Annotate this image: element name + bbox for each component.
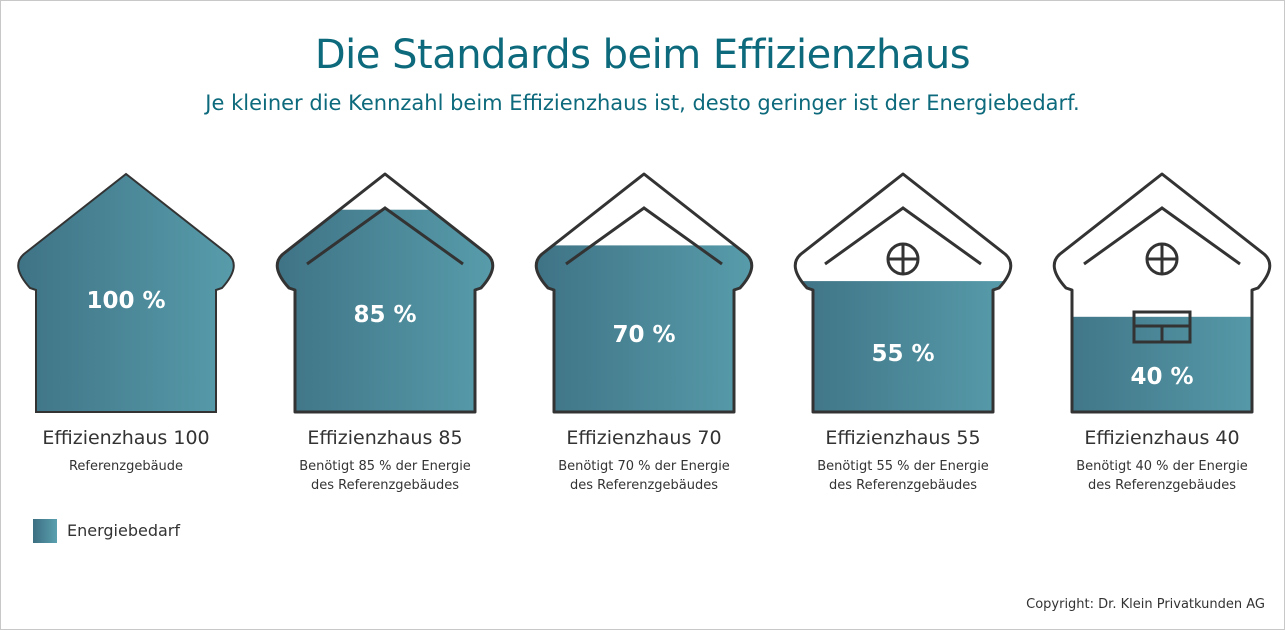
house-desc-55: Benötigt 55 % der Energie des Referenzge… [788, 457, 1018, 495]
value-label-70: 70 % [612, 322, 675, 348]
house-outline-85 [275, 172, 495, 414]
house-40: 40 % [1052, 172, 1272, 414]
house-desc-55-line2: des Referenzgebäudes [828, 478, 978, 493]
house-title-100: Effizienzhaus 100 [42, 427, 210, 449]
chart-title: Die Standards beim Effizienzhaus [314, 32, 971, 78]
house-title-40: Effizienzhaus 40 [1084, 427, 1240, 449]
copyright-note: Copyright: Dr. Klein Privatkunden AG [1026, 597, 1265, 612]
house-55: 55 % [793, 172, 1013, 414]
house-outline-100 [17, 172, 235, 413]
inner-roof-line-85 [306, 206, 464, 266]
house-desc-40-line1: Benötigt 40 % der Energie [1076, 459, 1248, 474]
value-label-85: 85 % [353, 302, 416, 328]
house-desc-40-line2: des Referenzgebäudes [1087, 478, 1237, 493]
house-desc-85-line2: des Referenzgebäudes [310, 478, 460, 493]
house-100: 100 % [17, 172, 235, 413]
house-desc-70-line1: Benötigt 70 % der Energie [558, 459, 730, 474]
inner-roof-line-40 [1083, 206, 1241, 266]
chart-subtitle: Je kleiner die Kennzahl beim Effizienzha… [205, 91, 1080, 115]
inner-roof-line-55 [824, 206, 982, 266]
house-outline-70 [534, 172, 754, 414]
legend-label: Energiebedarf [67, 521, 181, 540]
house-desc-40: Benötigt 40 % der Energie des Referenzge… [1047, 457, 1277, 495]
house-70: 70 % [534, 172, 754, 414]
value-label-40: 40 % [1130, 364, 1193, 390]
value-label-100: 100 % [86, 288, 165, 314]
energy-fill-55 [795, 281, 1011, 412]
house-desc-55-line1: Benötigt 55 % der Energie [817, 459, 989, 474]
house-desc-85: Benötigt 85 % der Energie des Referenzge… [270, 457, 500, 495]
houses-chart: 100 % 85 % 70 % 55 % 40 % [17, 172, 1272, 414]
inner-roof-line-70 [565, 206, 723, 266]
house-outline-40 [1052, 172, 1272, 414]
energy-fill-85 [277, 209, 493, 412]
house-desc-85-line1: Benötigt 85 % der Energie [299, 459, 471, 474]
house-outline-55 [793, 172, 1013, 414]
house-desc-70-line2: des Referenzgebäudes [569, 478, 719, 493]
house-desc-70: Benötigt 70 % der Energie des Referenzge… [529, 457, 759, 495]
house-desc-100: Referenzgebäude [11, 457, 241, 476]
house-title-85: Effizienzhaus 85 [307, 427, 463, 449]
house-title-55: Effizienzhaus 55 [825, 427, 981, 449]
value-label-55: 55 % [871, 341, 934, 367]
house-85: 85 % [275, 172, 495, 414]
house-desc-100-line1: Referenzgebäude [68, 459, 184, 474]
legend-swatch [33, 519, 57, 543]
energy-fill-70 [536, 245, 752, 412]
house-title-70: Effizienzhaus 70 [566, 427, 722, 449]
